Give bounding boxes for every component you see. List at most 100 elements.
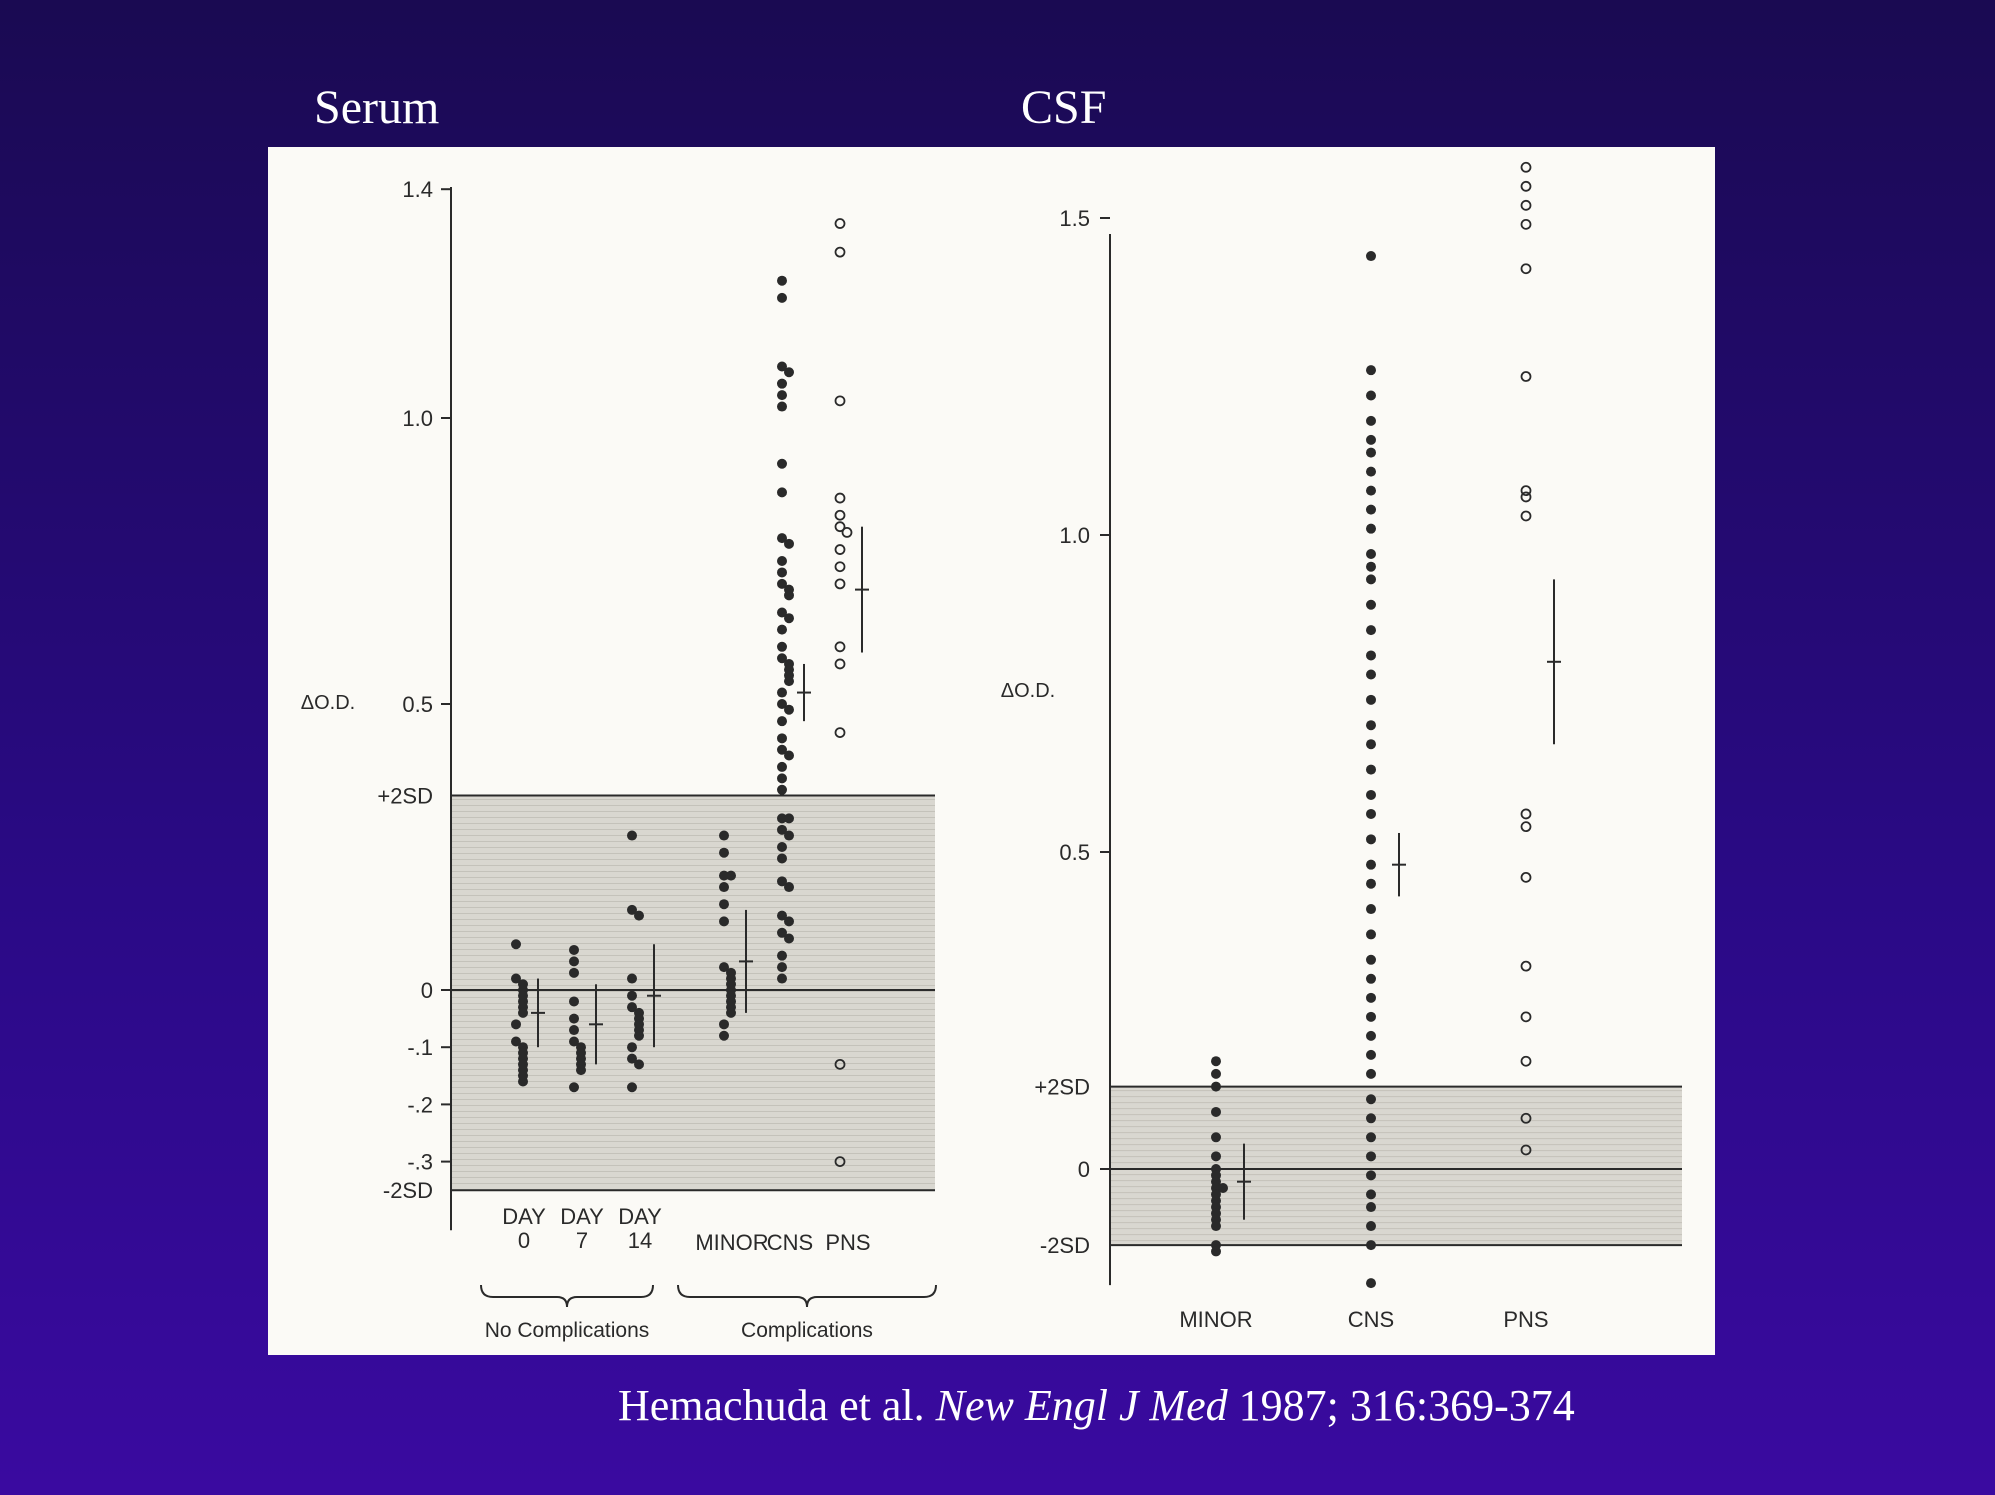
data-point: [569, 967, 579, 978]
data-point: [834, 395, 846, 407]
lower-2sd-label: -2SD: [1040, 1233, 1090, 1258]
data-point: [777, 275, 787, 286]
data-point: [777, 567, 787, 578]
data-point: [777, 578, 787, 589]
data-point: [777, 927, 787, 938]
data-point: [1366, 251, 1376, 262]
data-point: [834, 509, 846, 521]
data-point: [627, 904, 637, 915]
data-point: [627, 990, 637, 1001]
data-point: [777, 699, 787, 709]
y-tick-label: -.3: [407, 1150, 433, 1175]
data-point: [1366, 954, 1376, 965]
data-point: [1366, 929, 1376, 940]
category-label: 7: [576, 1228, 588, 1253]
data-point: [1366, 1030, 1376, 1041]
citation: Hemachuda et al. New Engl J Med 1987; 31…: [618, 1380, 1575, 1431]
data-point: [784, 813, 794, 824]
data-point: [511, 1036, 521, 1047]
data-point: [1366, 1170, 1376, 1181]
data-point: [1366, 789, 1376, 800]
data-point: [777, 853, 787, 864]
data-point: [784, 916, 794, 927]
data-point: [784, 750, 794, 761]
group-brace: [480, 1284, 654, 1308]
data-point: [634, 910, 644, 921]
y-tick-label: -.1: [407, 1035, 433, 1060]
data-point: [834, 544, 846, 555]
data-point: [777, 973, 787, 984]
upper-2sd-label: +2SD: [1034, 1075, 1090, 1100]
data-point: [1366, 1113, 1376, 1124]
data-point: [1520, 263, 1532, 275]
data-point: [1520, 808, 1532, 820]
citation-authors: Hemachuda et al.: [618, 1381, 925, 1430]
data-point: [1366, 1278, 1376, 1289]
data-point: [777, 390, 787, 401]
data-point: [726, 1007, 736, 1018]
data-point: [511, 1019, 521, 1030]
data-point: [569, 1082, 579, 1093]
figure-svg: +2SD-2SD1.41.00.50-.1-.2-.3ΔO.D.DAY0DAY7…: [301, 161, 1682, 1342]
data-point: [834, 218, 846, 229]
data-point: [834, 561, 846, 573]
data-point: [1366, 365, 1376, 376]
serum-heading: Serum: [314, 81, 440, 134]
group-brace: [677, 1284, 937, 1308]
data-point: [777, 716, 787, 727]
data-point: [841, 526, 853, 538]
data-point: [777, 962, 787, 973]
data-point: [834, 1156, 846, 1167]
data-point: [834, 521, 846, 533]
data-point: [777, 784, 787, 795]
data-point: [1520, 510, 1532, 522]
data-point: [1366, 808, 1376, 819]
data-point: [627, 973, 637, 984]
data-point: [1520, 161, 1532, 173]
data-point: [777, 842, 787, 852]
data-point: [784, 830, 794, 841]
data-point: [784, 538, 794, 549]
data-point: [1366, 669, 1376, 680]
data-point: [777, 458, 787, 469]
data-point: [1211, 1132, 1221, 1143]
data-point: [1211, 1068, 1221, 1079]
data-point: [777, 824, 787, 835]
data-point: [569, 1036, 579, 1047]
y-tick-label: 1.0: [402, 406, 433, 431]
data-point: [784, 933, 794, 944]
data-point: [518, 1076, 528, 1087]
citation-journal: New Engl J Med: [935, 1381, 1228, 1430]
y-tick-label: -.2: [407, 1092, 433, 1117]
data-point: [1366, 1094, 1376, 1105]
data-point: [1366, 739, 1376, 750]
data-point: [1366, 904, 1376, 915]
group-label: No Complications: [485, 1319, 650, 1342]
category-label: CNS: [767, 1230, 813, 1255]
reference-band: [1110, 1086, 1682, 1246]
data-point: [777, 950, 787, 961]
data-point: [834, 1058, 846, 1070]
data-point: [834, 492, 846, 504]
category-label: DAY: [618, 1204, 662, 1229]
data-point: [1520, 180, 1532, 192]
y-tick-label: 1.4: [402, 177, 433, 202]
data-point: [569, 944, 579, 955]
data-point: [569, 996, 579, 1007]
data-point: [719, 1019, 729, 1030]
data-point: [777, 556, 787, 566]
data-point: [1366, 1221, 1376, 1232]
data-point: [627, 830, 637, 841]
data-point: [726, 870, 736, 881]
data-point: [1366, 859, 1376, 870]
data-point: [1366, 504, 1376, 515]
data-point: [777, 813, 787, 824]
data-point: [784, 882, 794, 893]
data-point: [834, 641, 846, 653]
data-point: [1218, 1183, 1228, 1194]
data-point: [834, 727, 846, 738]
data-point: [1520, 491, 1532, 503]
data-point: [777, 624, 787, 635]
data-point: [1366, 523, 1376, 534]
data-point: [777, 292, 787, 303]
